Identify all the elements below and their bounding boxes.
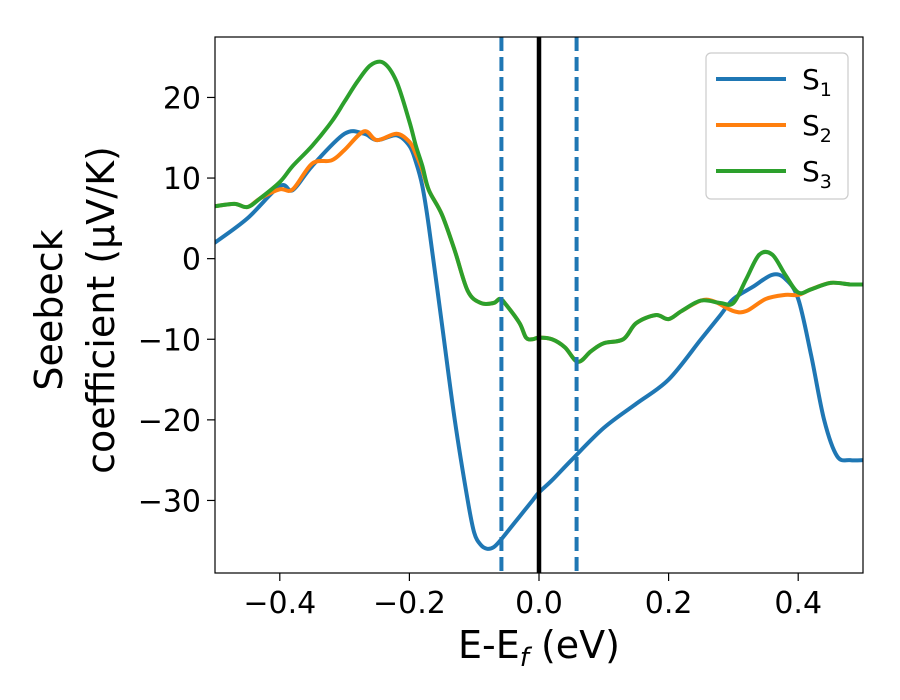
legend-label-s1: S1: [802, 63, 832, 101]
x-tick-label: −0.4: [243, 586, 316, 621]
y-axis-label: Seebeck coefficient (μV/K): [27, 146, 123, 474]
y-axis-label-line2: coefficient (μV/K): [79, 146, 123, 474]
y-tick-label: 0: [182, 243, 201, 278]
x-tick-label: 0.0: [515, 586, 563, 621]
x-tick-label: 0.4: [774, 586, 822, 621]
x-axis-label-main: E-E: [458, 623, 520, 667]
y-tick-label: −30: [138, 484, 201, 519]
x-tick-label: −0.2: [373, 586, 446, 621]
legend-label-s3: S3: [802, 155, 832, 193]
series-line-s3: [215, 59, 863, 364]
legend-label-s2: S2: [802, 109, 832, 147]
x-axis-label-unit: (eV): [529, 623, 620, 667]
y-axis-label-line1: Seebeck: [27, 229, 71, 390]
y-tick-label: −10: [138, 323, 201, 358]
legend: S1 S2 S3: [705, 52, 849, 200]
y-tick-label: −20: [138, 404, 201, 439]
y-tick-label: 20: [163, 81, 201, 116]
y-tick-label: 10: [163, 162, 201, 197]
x-axis-label: E-Ef (eV): [458, 623, 620, 673]
x-tick-label: 0.2: [645, 586, 693, 621]
